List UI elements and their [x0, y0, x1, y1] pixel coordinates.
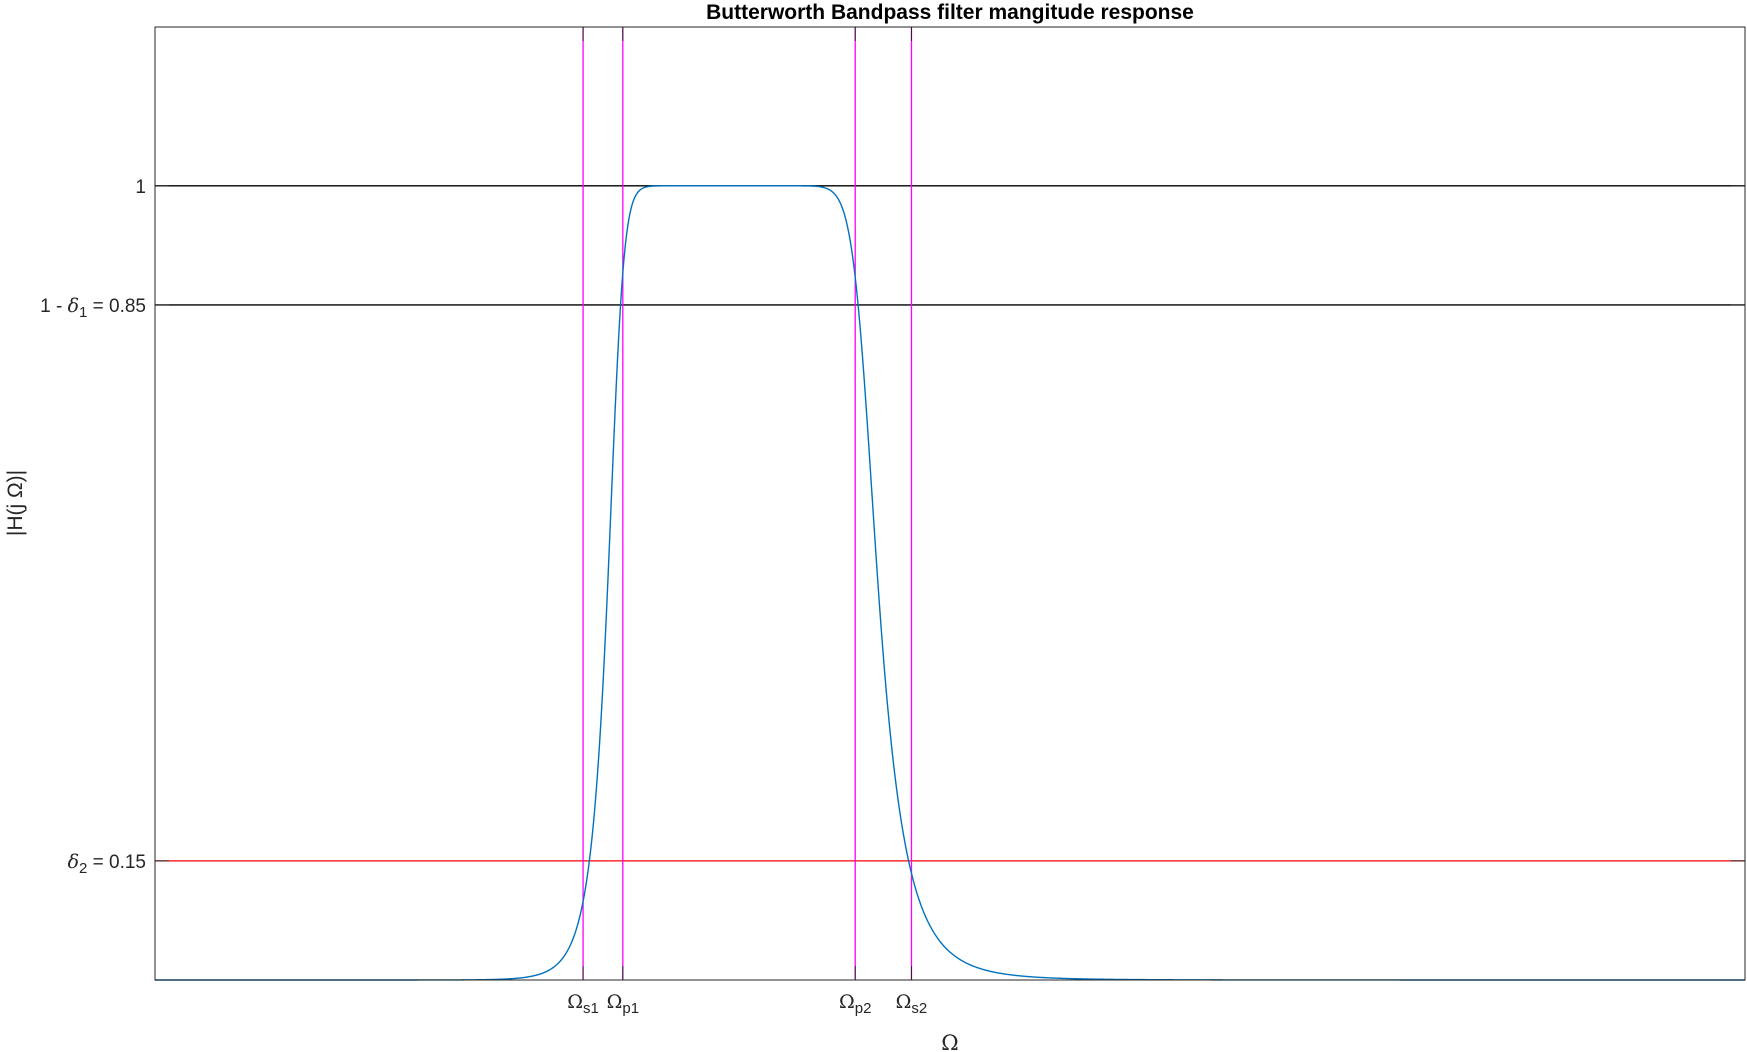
plot-frame: [154, 26, 1746, 981]
chart-title: Butterworth Bandpass filter mangitude re…: [706, 1, 1194, 24]
plot-area: [155, 27, 1745, 980]
y-tick-label-1: 1 - δ1 = 0.85: [40, 295, 146, 321]
x-tick-label-3: Ωs2: [896, 991, 928, 1017]
tick-layer: δ2 = 0.15 1 - δ1 = 0.85 1 Ωs1 Ωp1 Ωp2 Ωs2: [40, 27, 1745, 1017]
x-tick-label-2: Ωp2: [839, 991, 871, 1017]
x-axis-label: Ω: [941, 1031, 958, 1052]
x-tick-label-0: Ωs1: [567, 991, 599, 1017]
x-tick-label-1: Ωp1: [607, 991, 639, 1017]
reference-lines: [155, 27, 1745, 980]
y-tick-label-2: 1: [135, 177, 146, 198]
y-tick-label-0: δ2 = 0.15: [68, 851, 146, 877]
y-axis-label: |H(j Ω)|: [4, 470, 27, 536]
